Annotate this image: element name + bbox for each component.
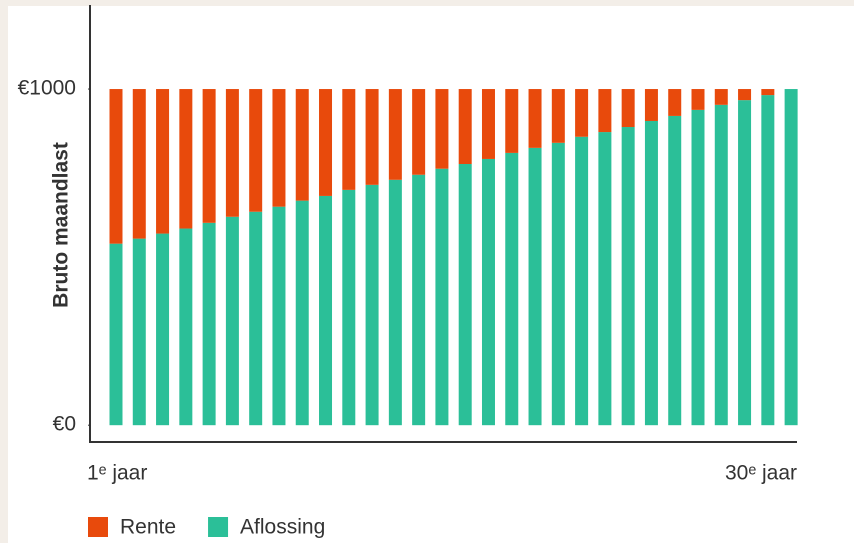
legend-label: Rente: [120, 516, 176, 539]
bar-segment: [644, 120, 658, 426]
bar-segment: [738, 89, 752, 101]
bar-segment: [388, 89, 402, 180]
bar-segment: [272, 206, 286, 426]
bar-segment: [365, 89, 379, 185]
bar-segment: [575, 136, 589, 426]
bar-segment: [528, 147, 542, 426]
bar-segment: [202, 89, 216, 223]
chart-background: [8, 6, 854, 543]
bar-segment: [295, 89, 309, 201]
bar-segment: [784, 89, 798, 426]
bar-segment: [109, 89, 123, 244]
bar-segment: [179, 89, 193, 229]
bar-segment: [319, 89, 333, 196]
bar-segment: [458, 164, 472, 426]
bar-segment: [761, 95, 775, 426]
y-tick-label: €1000: [18, 77, 76, 100]
legend-swatch: [208, 517, 229, 537]
bar-segment: [621, 89, 635, 128]
bar-segment: [249, 211, 263, 426]
bar-segment: [435, 168, 449, 426]
bar-segment: [342, 89, 356, 190]
bar-segment: [621, 127, 635, 426]
bar-segment: [551, 89, 565, 143]
bar-segment: [435, 89, 449, 169]
bar-segment: [412, 174, 426, 426]
y-axis-label: Bruto maandlast: [50, 142, 73, 308]
x-tick-label: 30ᵉ jaar: [725, 462, 797, 485]
bar-segment: [481, 158, 495, 426]
bar-segment: [225, 89, 239, 217]
bar-segment: [668, 115, 682, 426]
bar-segment: [225, 216, 239, 426]
bar-segment: [505, 152, 519, 426]
bar-segment: [551, 142, 565, 426]
bar-segment: [458, 89, 472, 165]
bar-segment: [598, 89, 612, 133]
bar-segment: [691, 89, 705, 110]
x-tick-label: 1ᵉ jaar: [87, 462, 147, 485]
bar-segment: [761, 89, 775, 96]
bar-segment: [598, 132, 612, 426]
bar-segment: [714, 89, 728, 105]
bar-segment: [738, 100, 752, 426]
bar-segment: [691, 109, 705, 426]
bar-segment: [668, 89, 682, 116]
bar-segment: [109, 243, 123, 426]
bar-segment: [481, 89, 495, 159]
legend-swatch: [88, 517, 108, 537]
bar-segment: [388, 179, 402, 426]
bar-segment: [365, 184, 379, 426]
bar-segment: [575, 89, 589, 137]
bar-segment: [644, 89, 658, 121]
bar-segment: [412, 89, 426, 175]
bar-segment: [156, 89, 170, 234]
bar-segment: [132, 89, 146, 239]
legend-label: Aflossing: [240, 516, 325, 539]
bar-segment: [249, 89, 263, 212]
bar-segment: [179, 228, 193, 426]
bar-segment: [202, 222, 216, 426]
bar-segment: [295, 200, 309, 426]
bar-segment: [319, 195, 333, 426]
bar-segment: [272, 89, 286, 207]
bar-segment: [156, 233, 170, 426]
y-tick-label: €0: [53, 413, 76, 436]
bar-segment: [528, 89, 542, 148]
bar-segment: [505, 89, 519, 153]
bar-segment: [342, 189, 356, 426]
bar-segment: [132, 238, 146, 426]
bar-segment: [714, 104, 728, 426]
